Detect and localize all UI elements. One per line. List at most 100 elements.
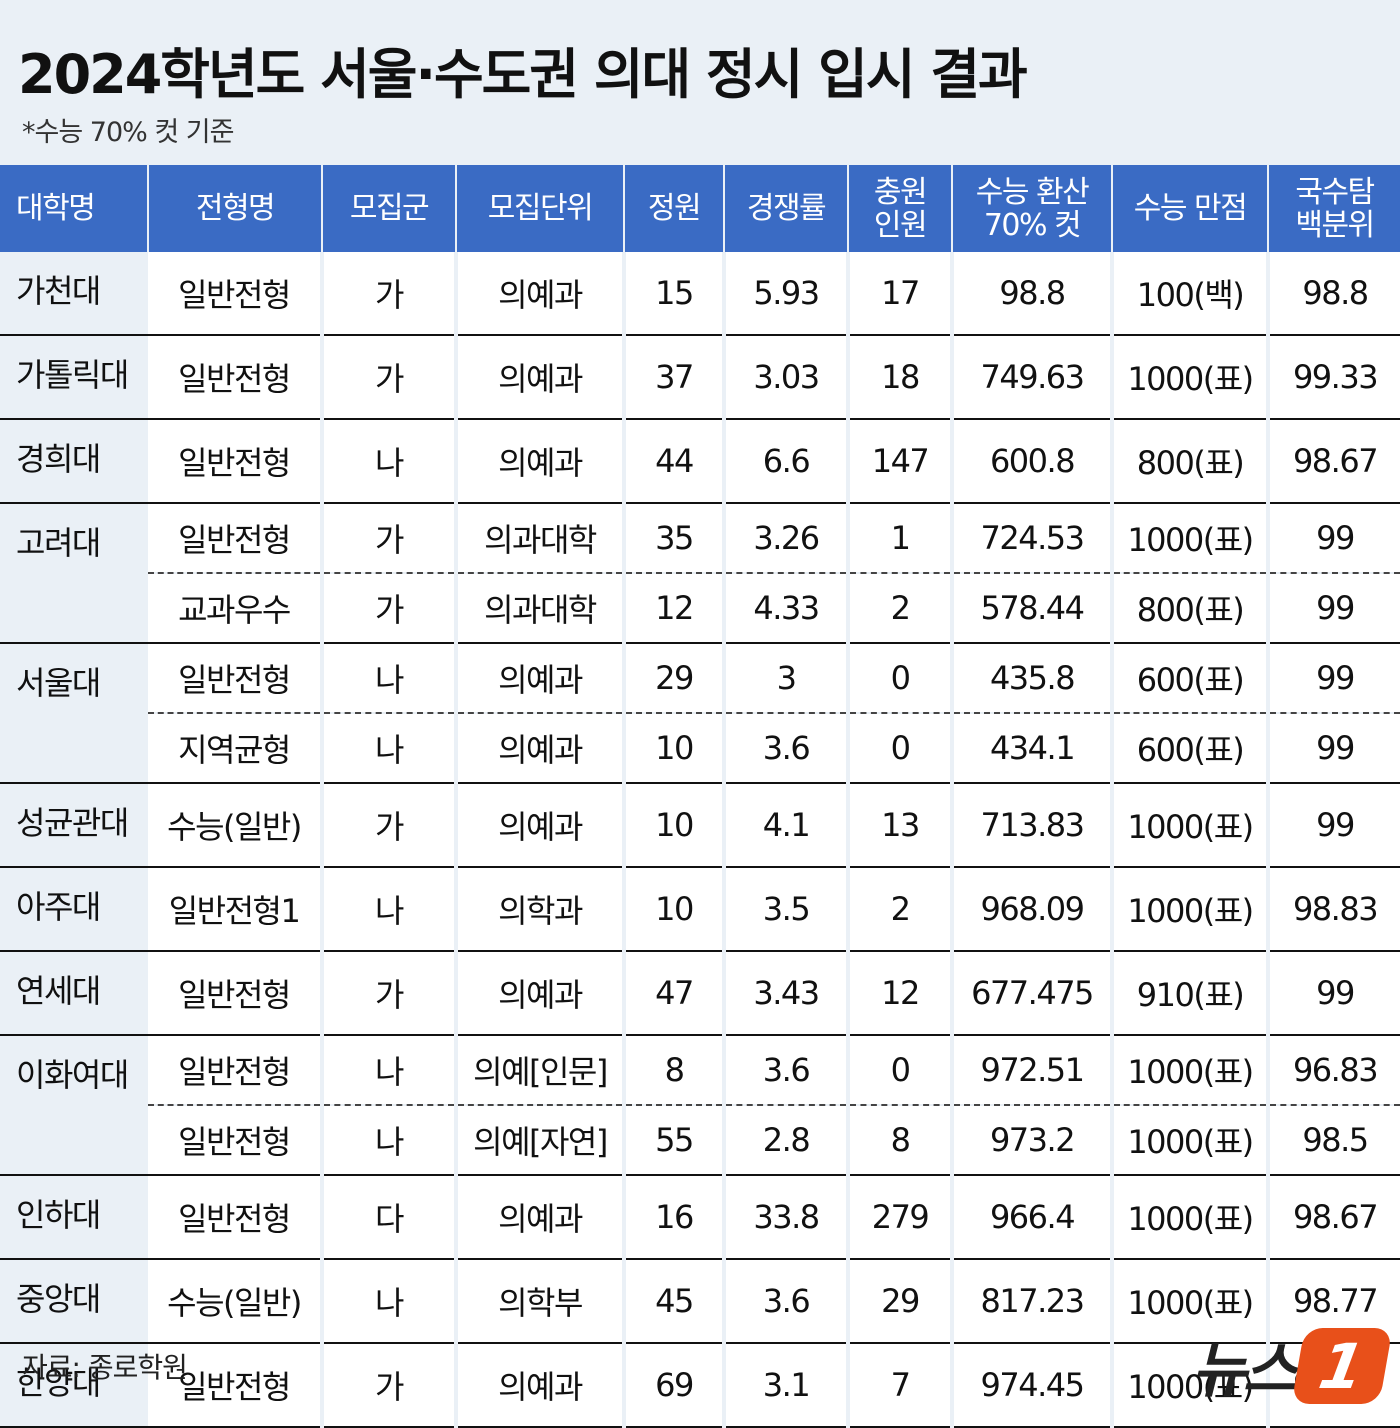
- cell-extra: 0: [848, 712, 954, 783]
- table-row: 아주대 일반전형1 나 의학과 10 3.5 2 968.09 1000(표) …: [0, 866, 1400, 951]
- cell-perfect: 1000(표): [1112, 502, 1270, 573]
- cell-cut: 434.1: [952, 712, 1114, 783]
- cell-cut: 749.63: [952, 334, 1114, 419]
- cell-extra: 0: [848, 642, 954, 713]
- cell-unit: 의예과: [456, 712, 626, 783]
- cell-type: 일반전형: [148, 418, 324, 503]
- table-row: 경희대 일반전형 나 의예과 44 6.6 147 600.8 800(표) 9…: [0, 418, 1400, 503]
- table-row: 한양대 일반전형 가 의예과 69 3.1 7 974.45 1000(표) 9…: [0, 1342, 1400, 1428]
- cell-cut: 724.53: [952, 502, 1114, 573]
- cell-group: 나: [322, 1104, 458, 1175]
- cell-type: 수능(일반): [148, 782, 324, 867]
- cell-extra: 18: [848, 334, 954, 419]
- cell-cut: 817.23: [952, 1258, 1114, 1343]
- header-extra: 충원 인원: [848, 165, 953, 252]
- cell-ratio: 3.03: [724, 334, 850, 419]
- cell-unit: 의예과: [456, 1174, 626, 1259]
- cell-univ: 경희대: [0, 418, 148, 503]
- cell-unit: 의예과: [456, 1342, 626, 1428]
- cell-cut: 600.8: [952, 418, 1114, 503]
- cell-pct: 98.67: [1268, 1174, 1400, 1259]
- cell-perfect: 1000(표): [1112, 782, 1270, 867]
- cell-cut: 966.4: [952, 1174, 1114, 1259]
- table-body: 가천대 일반전형 가 의예과 15 5.93 17 98.8 100(백) 98…: [0, 252, 1400, 1428]
- cell-ratio: 5.93: [724, 252, 850, 335]
- cell-cut: 974.45: [952, 1342, 1114, 1428]
- cell-quota: 45: [624, 1258, 726, 1343]
- cell-univ: 서울대: [0, 642, 148, 783]
- cell-group: 가: [322, 782, 458, 867]
- cell-type: 일반전형: [148, 1174, 324, 1259]
- cell-unit: 의예과: [456, 252, 626, 335]
- cell-cut: 968.09: [952, 866, 1114, 951]
- cell-unit: 의과대학: [456, 572, 626, 643]
- subtitle: *수능 70% 컷 기준: [22, 117, 234, 148]
- cell-pct: 98.5: [1268, 1104, 1400, 1175]
- cell-pct: 99: [1268, 502, 1400, 573]
- cell-unit: 의학과: [456, 866, 626, 951]
- logo-text: 뉴스: [1191, 1336, 1298, 1406]
- cell-perfect: 800(표): [1112, 572, 1270, 643]
- header-type: 전형명: [148, 165, 323, 252]
- page-title: 2024학년도 서울·수도권 의대 정시 입시 결과: [18, 43, 1028, 106]
- cell-quota: 10: [624, 712, 726, 783]
- cell-ratio: 3.6: [724, 1034, 850, 1105]
- cell-perfect: 1000(표): [1112, 866, 1270, 951]
- cell-unit: 의예과: [456, 642, 626, 713]
- table-row: 인하대 일반전형 다 의예과 16 33.8 279 966.4 1000(표)…: [0, 1174, 1400, 1259]
- results-table: 대학명 전형명 모집군 모집단위 정원 경쟁률 충원 인원 수능 환산 70% …: [0, 165, 1400, 1428]
- cell-perfect: 800(표): [1112, 418, 1270, 503]
- cell-quota: 44: [624, 418, 726, 503]
- cell-type: 일반전형: [148, 334, 324, 419]
- cell-group: 가: [322, 950, 458, 1035]
- cell-type: 일반전형1: [148, 866, 324, 951]
- cell-extra: 2: [848, 866, 954, 951]
- cell-perfect: 1000(표): [1112, 1034, 1270, 1105]
- cell-cut: 973.2: [952, 1104, 1114, 1175]
- cell-univ: 한양대: [0, 1342, 148, 1428]
- cell-ratio: 6.6: [724, 418, 850, 503]
- cell-pct: 96.83: [1268, 1034, 1400, 1105]
- cell-univ: 중앙대: [0, 1258, 148, 1343]
- cell-cut: 98.8: [952, 252, 1114, 335]
- cell-extra: 0: [848, 1034, 954, 1105]
- cell-univ: 가천대: [0, 252, 148, 335]
- cell-unit: 의예과: [456, 418, 626, 503]
- cell-unit: 의예[자연]: [456, 1104, 626, 1175]
- cell-type: 일반전형: [148, 1104, 324, 1175]
- cell-perfect: 100(백): [1112, 252, 1270, 335]
- cell-quota: 55: [624, 1104, 726, 1175]
- table-row: 서울대 일반전형 나 의예과 29 3 0 435.8 600(표) 99: [0, 642, 1400, 783]
- cell-group: 나: [322, 1034, 458, 1105]
- cell-ratio: 4.1: [724, 782, 850, 867]
- cell-ratio: 3.6: [724, 712, 850, 783]
- cell-univ: 성균관대: [0, 782, 148, 867]
- header-cut: 수능 환산 70% 컷: [952, 165, 1113, 252]
- cell-ratio: 2.8: [724, 1104, 850, 1175]
- cell-group: 나: [322, 418, 458, 503]
- cell-extra: 279: [848, 1174, 954, 1259]
- cell-unit: 의학부: [456, 1258, 626, 1343]
- cell-extra: 2: [848, 572, 954, 643]
- cell-perfect: 1000(표): [1112, 1174, 1270, 1259]
- cell-type: 수능(일반): [148, 1258, 324, 1343]
- cell-perfect: 600(표): [1112, 712, 1270, 783]
- header-group: 모집군: [322, 165, 457, 252]
- cell-pct: 98.67: [1268, 418, 1400, 503]
- cell-extra: 13: [848, 782, 954, 867]
- table-row: 연세대 일반전형 가 의예과 47 3.43 12 677.475 910(표)…: [0, 950, 1400, 1035]
- cell-type: 교과우수: [148, 572, 324, 643]
- table-row: 가톨릭대 일반전형 가 의예과 37 3.03 18 749.63 1000(표…: [0, 334, 1400, 419]
- cell-extra: 29: [848, 1258, 954, 1343]
- cell-quota: 35: [624, 502, 726, 573]
- cell-pct: 99: [1268, 782, 1400, 867]
- cell-quota: 8: [624, 1034, 726, 1105]
- cell-unit: 의예과: [456, 782, 626, 867]
- cell-cut: 578.44: [952, 572, 1114, 643]
- cell-quota: 29: [624, 642, 726, 713]
- cell-pct: 98.83: [1268, 866, 1400, 951]
- cell-univ: 가톨릭대: [0, 334, 148, 419]
- header-perfect: 수능 만점: [1112, 165, 1269, 252]
- cell-quota: 10: [624, 782, 726, 867]
- cell-pct: 99: [1268, 642, 1400, 713]
